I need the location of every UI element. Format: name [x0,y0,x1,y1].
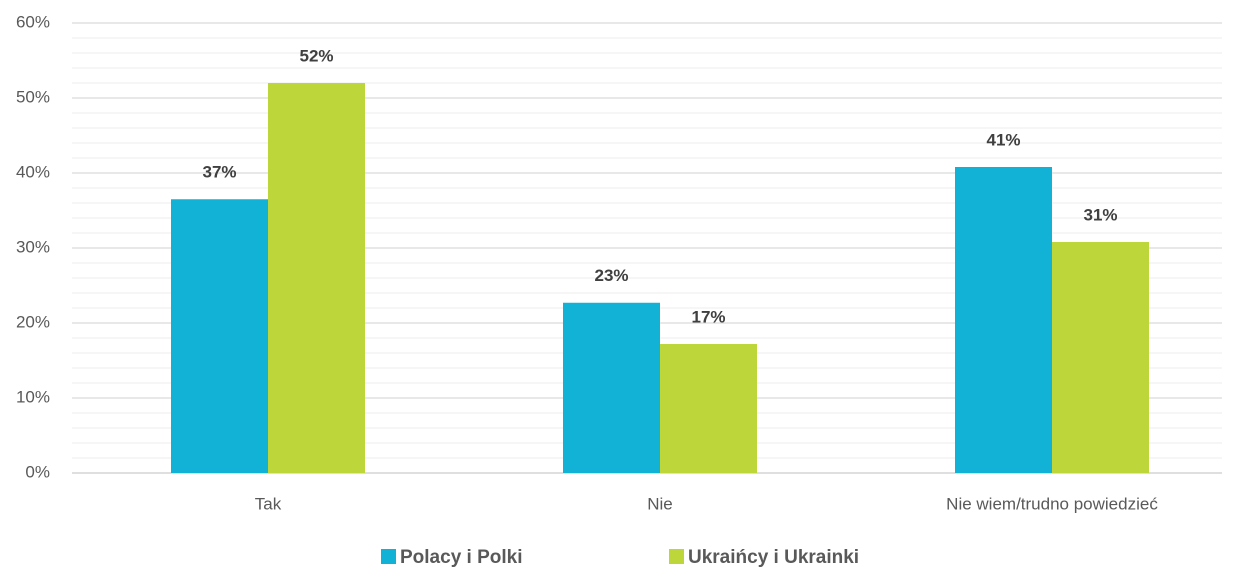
bar [1052,242,1149,473]
value-label: 41% [986,130,1020,149]
value-label: 31% [1083,205,1117,224]
bar [171,199,268,473]
legend-swatch [669,549,684,564]
y-tick-label: 10% [16,387,50,406]
x-tick-label: Nie [647,494,673,513]
legend-label: Polacy i Polki [400,547,523,568]
x-tick-label: Nie wiem/trudno powiedzieć [946,494,1158,513]
value-label: 17% [691,307,725,326]
bar [563,302,660,473]
legend-label: Ukraińcy i Ukrainki [688,547,859,568]
bar [268,83,365,473]
bar [660,344,757,473]
y-tick-label: 50% [16,87,50,106]
value-label: 23% [594,266,628,285]
value-label: 52% [299,46,333,65]
y-tick-label: 0% [25,462,50,481]
y-tick-label: 30% [16,237,50,256]
y-tick-label: 60% [16,12,50,31]
y-tick-label: 40% [16,162,50,181]
bar [955,167,1052,473]
x-tick-label: Tak [255,494,282,513]
y-tick-label: 20% [16,312,50,331]
value-label: 37% [202,163,236,182]
legend-swatch [381,549,396,564]
